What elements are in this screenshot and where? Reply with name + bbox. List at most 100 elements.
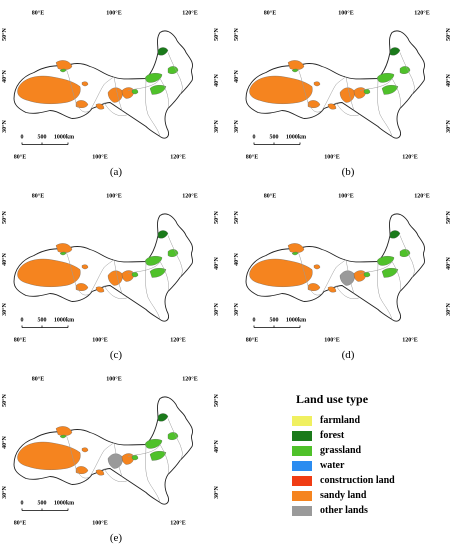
land-patch <box>389 47 401 56</box>
land-patch <box>291 251 299 256</box>
land-patch <box>55 60 73 70</box>
lon-label-top: 80°E <box>32 10 44 17</box>
region-outline <box>13 213 194 322</box>
lon-label-top: 100°E <box>106 376 121 383</box>
province-border <box>321 76 347 111</box>
lat-label-right: 40°N <box>213 439 220 452</box>
lat-label-right: 50°N <box>213 210 220 223</box>
lon-label-top: 100°E <box>338 193 353 200</box>
land-patch <box>131 455 139 461</box>
province-border <box>89 259 115 294</box>
land-patch <box>307 283 321 291</box>
province-border <box>377 78 393 137</box>
lat-label-right: 50°N <box>445 210 452 223</box>
lon-label-top: 80°E <box>32 376 44 383</box>
map-panel-e: 80°E 100°E 120°E 80°E 100°E 120°E 50°N 40°N 30°N… <box>0 366 232 549</box>
land-patch <box>55 243 73 253</box>
province-border <box>113 259 123 294</box>
province-border <box>127 261 161 274</box>
province-border <box>391 261 401 292</box>
lon-label-top: 80°E <box>32 193 44 200</box>
land-patch <box>121 270 135 282</box>
lat-label-left: 40°N <box>233 69 240 82</box>
lat-label-left: 50°N <box>233 27 240 40</box>
legend-label-forest: forest <box>320 430 345 441</box>
lat-label-left: 30°N <box>1 485 8 498</box>
lat-label-left: 40°N <box>1 252 8 265</box>
legend-item-farmland: farmland <box>292 414 462 428</box>
land-patch <box>17 441 81 470</box>
land-patch <box>389 230 401 239</box>
land-patch <box>291 68 299 73</box>
lon-label-top: 120°E <box>182 193 197 200</box>
province-border <box>399 52 415 95</box>
lat-label-right: 40°N <box>213 73 220 86</box>
lon-label-bottom: 80°E <box>14 154 26 161</box>
land-patch <box>167 249 179 257</box>
lon-label-top: 80°E <box>264 10 276 17</box>
land-patch <box>95 469 105 476</box>
province-border <box>297 68 323 113</box>
map-panel-b: 80°E 100°E 120°E 80°E 100°E 120°E 50°N 40°N 30°N… <box>232 0 464 183</box>
land-patch <box>353 87 367 99</box>
legend-item-grassland: grassland <box>292 444 462 458</box>
legend-label-construction-land: construction land <box>320 475 395 486</box>
land-patch <box>327 103 337 110</box>
scale-label: 1000km <box>286 135 306 141</box>
land-patch <box>17 258 81 287</box>
scale-label: 1000km <box>286 318 306 324</box>
panel-label-c: (c) <box>109 349 123 361</box>
land-patch <box>327 286 337 293</box>
province-border <box>103 285 129 299</box>
province-border <box>359 78 393 91</box>
lon-label-bottom: 120°E <box>402 154 417 161</box>
land-patch <box>399 249 411 257</box>
panel-label-b: (b) <box>341 166 355 178</box>
map-d: 80°E 100°E 120°E 80°E 100°E 120°E 50°N 40°N 30°N… <box>233 193 452 344</box>
scale-label: 0 <box>21 501 24 507</box>
lat-label-left: 50°N <box>1 27 8 40</box>
lat-label-left: 40°N <box>1 69 8 82</box>
land-patch <box>313 264 321 270</box>
legend-item-water: water <box>292 459 462 473</box>
lon-label-bottom: 120°E <box>402 337 417 344</box>
legend-item-other-lands: other lands <box>292 504 462 518</box>
land-patch <box>59 434 67 439</box>
legend-label-water: water <box>320 460 345 471</box>
land-patch <box>313 81 321 87</box>
lat-label-right: 30°N <box>213 302 220 315</box>
lon-label-bottom: 80°E <box>246 337 258 344</box>
province-border <box>159 444 169 475</box>
land-patch <box>167 66 179 74</box>
lon-label-top: 100°E <box>106 10 121 17</box>
land-patch <box>81 264 89 270</box>
province-border <box>159 261 169 292</box>
province-border <box>321 259 347 294</box>
map-e: 80°E 100°E 120°E 80°E 100°E 120°E 50°N 40°N 30°N… <box>1 376 220 527</box>
legend-item-construction-land: construction land <box>292 474 462 488</box>
scale-label: 500 <box>38 135 47 141</box>
lon-label-top: 80°E <box>264 193 276 200</box>
land-patch <box>381 268 399 278</box>
land-patch <box>55 426 73 436</box>
province-border <box>103 102 129 116</box>
land-patch <box>121 87 135 99</box>
scale-label: 500 <box>38 501 47 507</box>
province-border <box>159 78 169 109</box>
lon-label-bottom: 100°E <box>92 154 107 161</box>
scale-label: 1000km <box>54 318 74 324</box>
panel-label-a: (a) <box>109 166 123 178</box>
legend-swatch-farmland <box>292 416 312 426</box>
region-outline <box>13 396 194 505</box>
land-patch <box>75 466 89 474</box>
lat-label-left: 50°N <box>1 393 8 406</box>
lon-label-top: 120°E <box>182 10 197 17</box>
land-patch <box>95 286 105 293</box>
region-outline <box>245 213 426 322</box>
land-patch <box>363 272 371 278</box>
land-patch <box>307 100 321 108</box>
lat-label-right: 50°N <box>213 393 220 406</box>
land-patch <box>157 413 169 422</box>
legend-label-farmland: farmland <box>320 415 360 426</box>
province-border <box>345 76 355 111</box>
